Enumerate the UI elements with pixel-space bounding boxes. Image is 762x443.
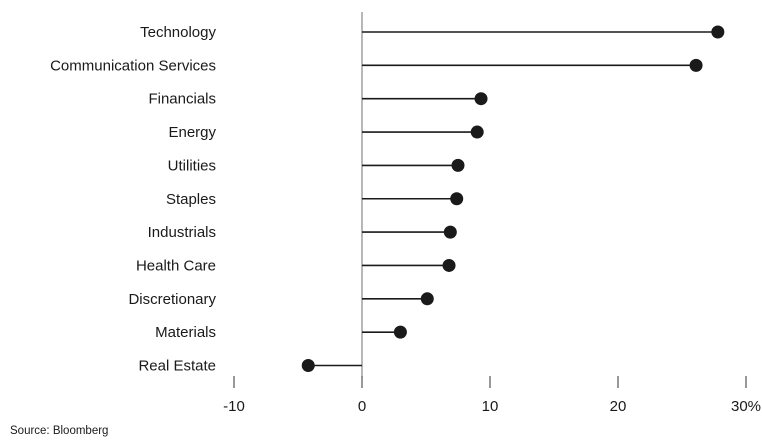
marker-6	[443, 225, 457, 239]
x-tick-label: 20	[610, 398, 627, 415]
category-label: Utilities	[168, 157, 216, 174]
category-label: Materials	[155, 324, 216, 341]
category-label: Financials	[148, 91, 216, 108]
marker-2	[474, 92, 488, 106]
marker-9	[393, 325, 407, 339]
marker-7	[442, 258, 456, 272]
marker-3	[470, 125, 484, 139]
marker-1	[689, 58, 703, 72]
category-label: Energy	[168, 124, 216, 141]
marker-10	[301, 359, 315, 372]
marker-4	[451, 158, 465, 172]
x-tick-label: 30%	[731, 398, 761, 415]
marker-8	[420, 292, 434, 306]
category-label: Health Care	[136, 257, 216, 274]
x-tick-label: -10	[223, 398, 245, 415]
category-label: Real Estate	[138, 358, 216, 375]
category-label: Industrials	[148, 224, 216, 241]
category-label: Communication Services	[50, 57, 216, 74]
category-label: Staples	[166, 191, 216, 208]
x-tick-label: 10	[482, 398, 499, 415]
category-label: Technology	[140, 24, 216, 41]
source-note: Source: Bloomberg	[10, 425, 109, 437]
marker-0	[711, 25, 725, 39]
x-tick-label: 0	[358, 398, 366, 415]
category-label: Discretionary	[128, 291, 216, 308]
marker-5	[450, 192, 464, 206]
